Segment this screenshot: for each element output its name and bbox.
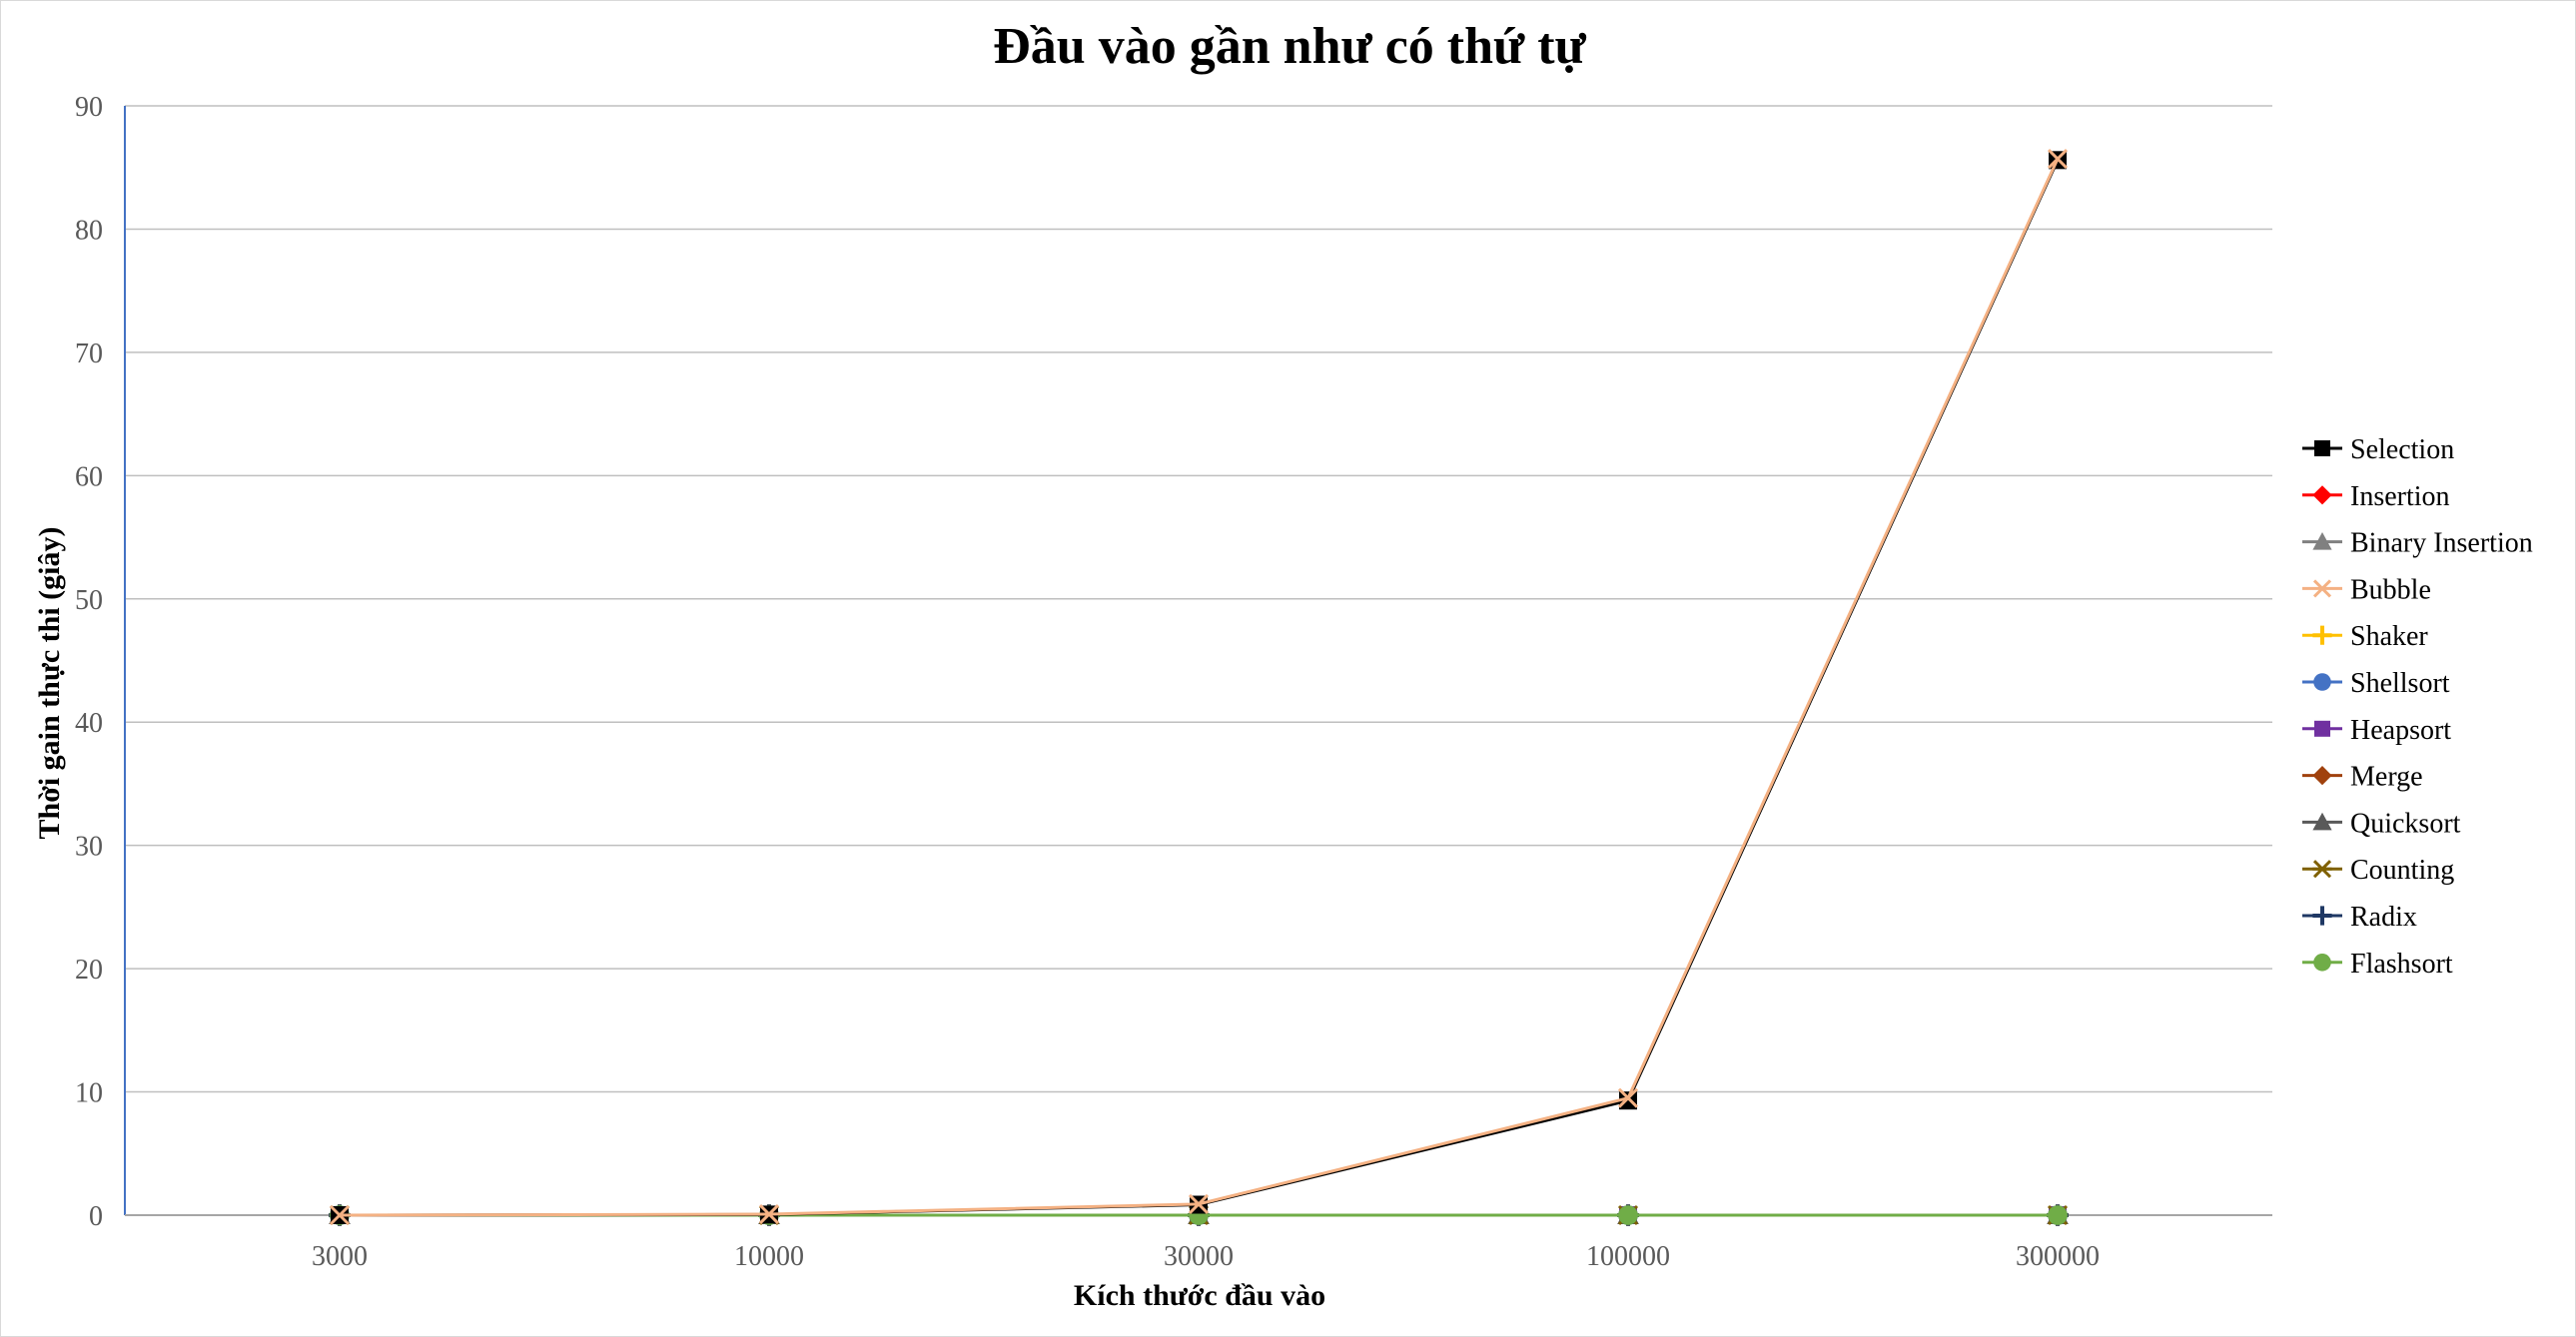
x-tick-label: 3000	[312, 1241, 368, 1272]
y-tick-label: 0	[89, 1201, 103, 1232]
data-point	[1617, 1087, 1639, 1108]
legend-item: Insertion	[2302, 481, 2450, 512]
legend-marker	[2314, 440, 2330, 456]
axes: 0 10 20 30 40 50 60 70 80 90 3000 10000 30000 100000 3…	[75, 92, 2272, 1272]
x-axis-title: Kích thước đầu vào	[1074, 1279, 1325, 1312]
x-tick-label: 10000	[734, 1241, 804, 1272]
legend-item: Bubble	[2302, 574, 2431, 605]
legend-item: Quicksort	[2302, 808, 2461, 839]
legend-marker	[2312, 766, 2332, 786]
legend: Selection Insertion Binary Insertion Bubble…	[2302, 434, 2533, 980]
legend-item: Counting	[2302, 855, 2454, 886]
data-point	[329, 1204, 351, 1226]
legend-label: Insertion	[2350, 481, 2450, 512]
legend-marker	[2313, 954, 2331, 972]
chart-title: Đầu vào gần như có thứ tự	[993, 18, 1586, 75]
legend-item: Merge	[2302, 762, 2423, 793]
series-selection	[331, 151, 2067, 1224]
y-tick-label: 20	[75, 955, 103, 986]
legend-item: Binary Insertion	[2302, 528, 2533, 559]
legend-item: Shellsort	[2302, 668, 2450, 699]
legend-item: Selection	[2302, 434, 2454, 465]
legend-label: Radix	[2350, 902, 2417, 933]
data-point	[2048, 1205, 2068, 1225]
y-tick-label: 50	[75, 585, 103, 616]
series-bubble	[329, 149, 2069, 1226]
legend-label: Heapsort	[2350, 715, 2451, 746]
legend-marker	[2313, 673, 2331, 691]
series-line	[339, 159, 2060, 1217]
y-tick-label: 90	[75, 92, 103, 123]
data-point	[1188, 1193, 1210, 1214]
legend-label: Quicksort	[2350, 808, 2461, 839]
x-tick-label: 30000	[1164, 1241, 1234, 1272]
y-tick-label: 40	[75, 708, 103, 739]
data-point	[758, 1203, 780, 1225]
legend-marker	[2312, 579, 2332, 598]
legend-label: Binary Insertion	[2350, 528, 2533, 559]
legend-label: Merge	[2350, 762, 2423, 793]
legend-label: Shellsort	[2350, 668, 2450, 699]
legend-marker	[2312, 812, 2332, 831]
y-tick-label: 80	[75, 215, 103, 246]
gridlines	[125, 105, 2272, 1216]
y-tick-label: 10	[75, 1078, 103, 1109]
legend-marker	[2312, 485, 2332, 505]
legend-item: Heapsort	[2302, 715, 2451, 746]
legend-label: Flashsort	[2350, 949, 2453, 980]
y-axis-title: Thời gain thực thi (giây)	[33, 527, 66, 840]
legend-label: Selection	[2350, 434, 2454, 465]
x-tick-label: 100000	[1586, 1241, 1670, 1272]
y-tick-label: 70	[75, 338, 103, 369]
legend-marker	[2312, 906, 2332, 926]
y-tick-label: 60	[75, 461, 103, 492]
legend-item: Flashsort	[2302, 949, 2453, 980]
legend-label: Shaker	[2350, 621, 2428, 652]
legend-item: Shaker	[2302, 621, 2428, 652]
legend-marker	[2312, 532, 2332, 550]
data-point	[2047, 149, 2069, 170]
legend-label: Bubble	[2350, 574, 2431, 605]
series-lines	[329, 149, 2069, 1226]
x-tick-label: 300000	[2016, 1241, 2100, 1272]
legend-label: Counting	[2350, 855, 2454, 886]
legend-marker	[2314, 720, 2330, 737]
series-line	[339, 158, 2060, 1217]
legend-item: Radix	[2302, 902, 2417, 933]
data-point	[1619, 1091, 1637, 1110]
data-point	[1618, 1205, 1638, 1225]
y-tick-label: 30	[75, 832, 103, 863]
legend-marker	[2312, 625, 2332, 645]
legend-marker	[2312, 860, 2332, 879]
